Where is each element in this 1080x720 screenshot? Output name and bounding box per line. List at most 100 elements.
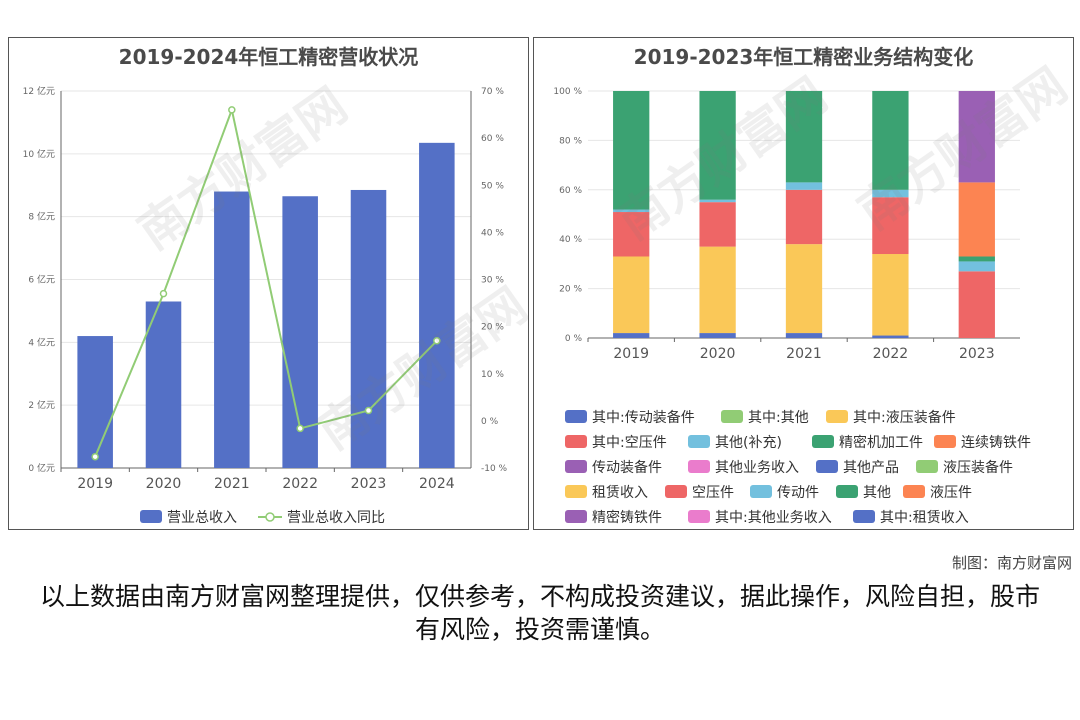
- yoy-point: [91, 452, 99, 461]
- legend-swatch-revenue: [140, 510, 162, 523]
- legend-label: 其中:液压装备件: [853, 409, 956, 426]
- revenue-bar: [214, 191, 250, 469]
- legend-label: 精密机加工件: [839, 434, 923, 451]
- legend-swatch: [565, 485, 587, 498]
- stack-segment: [613, 91, 650, 210]
- y-right-tick-label: 20 %: [481, 323, 504, 333]
- revenue-chart-panel: 2019-2024年恒工精密营收状况 0 亿元 2 亿元 4 亿元 6 亿元 8 亿元 1…: [8, 37, 529, 530]
- legend-label: 传动装备件: [592, 459, 662, 476]
- x-tick-label: 2019: [613, 346, 649, 362]
- stack-segment: [785, 189, 823, 245]
- stack-segment: [785, 182, 823, 190]
- x-tick-label: 2022: [873, 346, 909, 362]
- y-tick-label: 0 %: [565, 334, 583, 344]
- legend-label: 其他产品: [843, 460, 899, 476]
- stack-segment: [958, 256, 995, 262]
- y-left-tick-label: 6 亿元: [28, 274, 55, 286]
- legend-swatch: [688, 460, 710, 473]
- x-tick-label: 2024: [419, 476, 455, 492]
- stack-segment: [785, 244, 823, 334]
- revenue-chart-title: 2019-2024年恒工精密营收状况: [118, 45, 419, 69]
- legend-swatch: [565, 410, 587, 423]
- y-right-tick-label: 30 %: [481, 276, 504, 286]
- revenue-bar: [282, 196, 318, 468]
- legend-label: 空压件: [692, 485, 734, 501]
- y-right-tick-label: -10 %: [481, 464, 508, 474]
- legend-swatch: [903, 485, 925, 498]
- legend-swatch: [721, 410, 743, 423]
- revenue-chart-svg: 0 亿元 2 亿元 4 亿元 6 亿元 8 亿元 10 亿元 12 亿元 -10 % 0 % 10…: [23, 85, 508, 526]
- stack-segment: [785, 333, 823, 338]
- legend-label-revenue: 营业总收入: [167, 510, 237, 526]
- legend-label: 液压装备件: [943, 459, 1013, 476]
- y-left-tick-label: 2 亿元: [28, 399, 55, 411]
- legend-swatch: [826, 410, 848, 423]
- stack-segment: [872, 91, 909, 190]
- yoy-point: [296, 424, 304, 433]
- legend-marker-yoy: [265, 512, 275, 522]
- stack-segment: [958, 91, 995, 183]
- legend-label-yoy: 营业总收入同比: [287, 510, 385, 526]
- yoy-line: [94, 106, 438, 458]
- stack-segment: [699, 333, 736, 338]
- y-tick-label: 100 %: [553, 87, 582, 97]
- structure-chart-title: 2019-2023年恒工精密业务结构变化: [633, 45, 974, 69]
- stack-segment: [958, 182, 995, 257]
- legend-label: 其中:其他: [748, 410, 809, 426]
- revenue-bar: [145, 301, 182, 468]
- legend-label: 其中:租赁收入: [880, 510, 969, 526]
- chart-credit: 制图：南方财富网: [951, 554, 1072, 572]
- structure-chart-panel: 2019-2023年恒工精密业务结构变化 0 % 20 % 40 % 60 % 80 %…: [533, 37, 1074, 530]
- stack-segment: [699, 202, 736, 247]
- revenue-bar: [350, 189, 387, 468]
- stack-segment: [613, 209, 650, 213]
- structure-chart-svg: 0 % 20 % 40 % 60 % 80 % 100 % 2019 2020 2021 2022…: [553, 87, 1031, 526]
- y-left-tick-label: 12 亿元: [23, 85, 55, 97]
- legend-swatch: [688, 435, 710, 448]
- legend-label: 液压件: [930, 485, 972, 501]
- legend-swatch: [934, 435, 956, 448]
- y-left-tick-label: 4 亿元: [28, 336, 55, 348]
- legend-swatch: [665, 485, 687, 498]
- stack-segment: [958, 261, 995, 272]
- y-left-tick-label: 8 亿元: [28, 211, 55, 223]
- legend-label: 其他业务收入: [715, 460, 799, 476]
- revenue-bar: [77, 336, 113, 468]
- yoy-point: [159, 289, 168, 298]
- yoy-point: [364, 406, 373, 415]
- stack-segment: [699, 91, 736, 200]
- x-tick-label: 2023: [351, 476, 387, 492]
- legend-label: 租赁收入: [592, 485, 648, 501]
- legend-label: 其中:空压件: [592, 435, 667, 451]
- stack-segment: [699, 246, 736, 334]
- y-tick-label: 40 %: [559, 235, 582, 245]
- stack-segment: [699, 199, 736, 203]
- legend-label: 连续铸铁件: [961, 434, 1031, 451]
- y-tick-label: 20 %: [559, 285, 582, 295]
- y-tick-label: 60 %: [559, 186, 582, 196]
- stack-segment: [958, 271, 995, 338]
- y-right-tick-label: 0 %: [481, 417, 499, 427]
- y-tick-label: 80 %: [559, 136, 582, 146]
- stack-segment: [613, 212, 650, 257]
- x-tick-label: 2020: [700, 346, 736, 362]
- y-left-tick-label: 0 亿元: [28, 462, 55, 474]
- yoy-point: [433, 337, 441, 345]
- legend-label: 传动件: [777, 485, 819, 501]
- disclaimer-text: 以上数据由南方财富网整理提供，仅供参考，不构成投资建议，据此操作，风险自担，股市…: [40, 582, 1041, 644]
- stack-segment: [613, 333, 650, 338]
- legend-label: 精密铸铁件: [592, 509, 662, 526]
- revenue-bar: [419, 142, 455, 468]
- x-tick-label: 2022: [282, 476, 318, 492]
- y-left-tick-label: 10 亿元: [23, 148, 55, 160]
- stack-segment: [872, 254, 909, 336]
- y-right-tick-label: 70 %: [481, 87, 504, 97]
- x-tick-label: 2021: [786, 346, 822, 362]
- y-right-tick-label: 60 %: [481, 134, 504, 144]
- legend-swatch: [836, 485, 858, 498]
- x-tick-label: 2023: [959, 346, 995, 362]
- legend-swatch: [853, 510, 875, 523]
- legend-label: 其他: [863, 485, 891, 501]
- legend-label: 其他(补充): [715, 435, 782, 451]
- legend-swatch: [750, 485, 772, 498]
